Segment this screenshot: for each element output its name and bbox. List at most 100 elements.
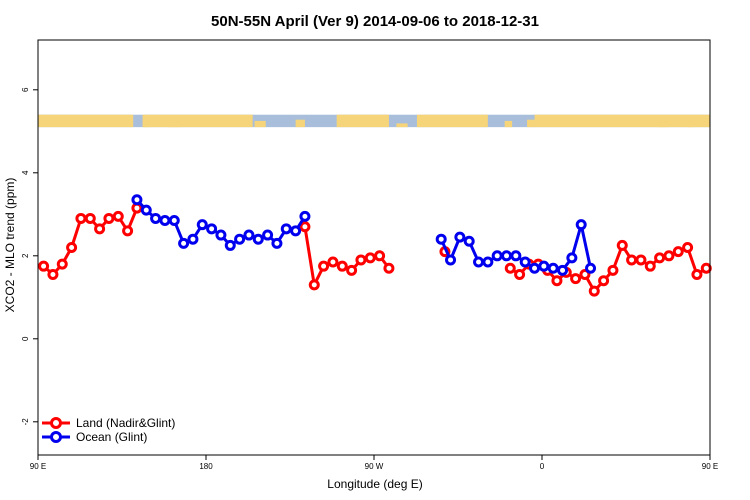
plot-frame xyxy=(37,39,711,456)
point-land-1 xyxy=(47,268,59,280)
x-axis-ticks: 90 E 180 90 W 0 90 E xyxy=(30,455,718,471)
point-land-5 xyxy=(84,212,96,224)
point-land-9 xyxy=(122,225,134,237)
point-ocean-20 xyxy=(435,233,447,245)
point-ocean-0 xyxy=(131,194,143,206)
point-ocean-3 xyxy=(159,215,171,227)
point-land-4 xyxy=(75,212,87,224)
series-group xyxy=(38,194,712,297)
legend: Land (Nadir&Glint) Ocean (Glint) xyxy=(42,416,175,444)
point-ocean-5 xyxy=(178,237,190,249)
point-land-17 xyxy=(346,264,358,276)
strip-land-fleck-8 xyxy=(687,120,694,128)
point-ocean-13 xyxy=(252,233,264,245)
point-ocean-15 xyxy=(271,237,283,249)
point-land-46 xyxy=(700,262,712,274)
y-tick-label-0: -2 xyxy=(21,418,30,426)
point-land-6 xyxy=(94,223,106,235)
point-land-34 xyxy=(588,285,600,297)
x-tick-label-4: 90 E xyxy=(702,462,718,471)
point-ocean-6 xyxy=(187,233,199,245)
strip-land-fleck-7 xyxy=(657,122,668,128)
point-land-2 xyxy=(56,258,68,270)
point-ocean-8 xyxy=(206,223,218,235)
point-ocean-36 xyxy=(585,262,597,274)
point-land-45 xyxy=(691,268,703,280)
point-ocean-29 xyxy=(519,256,531,268)
y-tick-label-4: 6 xyxy=(21,87,30,92)
point-ocean-2 xyxy=(150,212,162,224)
point-ocean-22 xyxy=(454,231,466,243)
legend-label-ocean: Ocean (Glint) xyxy=(76,430,147,444)
point-land-44 xyxy=(682,242,694,253)
point-ocean-7 xyxy=(196,219,208,231)
point-land-37 xyxy=(616,239,628,251)
point-land-13 xyxy=(308,279,320,291)
strip-land-segment-2 xyxy=(336,114,389,128)
land-ocean-strip xyxy=(38,114,710,128)
point-ocean-23 xyxy=(463,235,475,247)
point-land-40 xyxy=(644,260,656,272)
strip-land-fleck-1 xyxy=(168,122,180,128)
y-tick-label-2: 2 xyxy=(21,253,30,258)
point-ocean-9 xyxy=(215,229,227,241)
strip-land-fleck-5 xyxy=(504,120,513,128)
point-land-18 xyxy=(355,254,367,266)
point-land-26 xyxy=(514,268,526,280)
y-axis-label: XCO2 - MLO trend (ppm) xyxy=(3,178,17,313)
point-ocean-4 xyxy=(168,215,180,227)
point-land-16 xyxy=(336,260,348,272)
point-land-7 xyxy=(103,212,115,224)
point-land-19 xyxy=(364,252,376,264)
y-axis-ticks: -2 0 2 4 6 xyxy=(21,87,38,425)
series-line-ocean-1 xyxy=(439,223,593,272)
point-land-35 xyxy=(598,275,610,287)
point-land-8 xyxy=(112,210,124,222)
point-ocean-18 xyxy=(299,210,311,222)
strip-land-fleck-2 xyxy=(254,120,266,128)
x-tick-label-1: 180 xyxy=(199,462,213,471)
point-land-42 xyxy=(663,250,675,262)
strip-land-segment-3 xyxy=(416,114,488,128)
point-ocean-12 xyxy=(243,229,255,241)
strip-land-fleck-0 xyxy=(144,118,150,128)
point-land-0 xyxy=(38,260,50,272)
point-land-30 xyxy=(551,275,563,287)
point-land-36 xyxy=(607,264,619,276)
point-land-3 xyxy=(66,242,78,253)
legend-marker-land xyxy=(50,417,62,429)
legend-label-land: Land (Nadir&Glint) xyxy=(76,416,175,430)
point-ocean-25 xyxy=(482,256,494,268)
point-ocean-34 xyxy=(566,252,578,264)
strip-land-segment-0 xyxy=(38,114,134,128)
point-land-33 xyxy=(579,268,591,280)
x-axis-label: Longitude (deg E) xyxy=(327,477,422,491)
point-land-12 xyxy=(299,221,311,233)
point-land-38 xyxy=(626,254,638,266)
point-ocean-11 xyxy=(234,233,246,245)
point-ocean-33 xyxy=(557,264,569,276)
point-ocean-21 xyxy=(445,254,457,266)
point-land-21 xyxy=(383,262,395,274)
point-ocean-17 xyxy=(290,225,302,237)
point-land-43 xyxy=(672,246,684,258)
point-land-32 xyxy=(570,273,582,285)
chart-title: 50N-55N April (Ver 9) 2014-09-06 to 2018… xyxy=(211,13,539,30)
point-land-39 xyxy=(635,254,647,266)
point-ocean-31 xyxy=(538,260,550,272)
point-ocean-16 xyxy=(280,223,292,235)
point-ocean-10 xyxy=(224,239,236,251)
x-tick-label-2: 90 W xyxy=(365,462,384,471)
strip-land-segment-1 xyxy=(142,114,253,128)
point-land-14 xyxy=(318,260,330,272)
point-ocean-1 xyxy=(140,204,152,216)
point-land-20 xyxy=(374,250,386,262)
point-land-41 xyxy=(654,252,666,264)
y-tick-label-1: 0 xyxy=(21,336,30,341)
strip-land-fleck-6 xyxy=(527,119,535,128)
point-ocean-14 xyxy=(262,229,274,241)
strip-land-fleck-3 xyxy=(295,119,305,128)
point-ocean-35 xyxy=(575,219,587,231)
legend-marker-ocean xyxy=(50,431,62,443)
